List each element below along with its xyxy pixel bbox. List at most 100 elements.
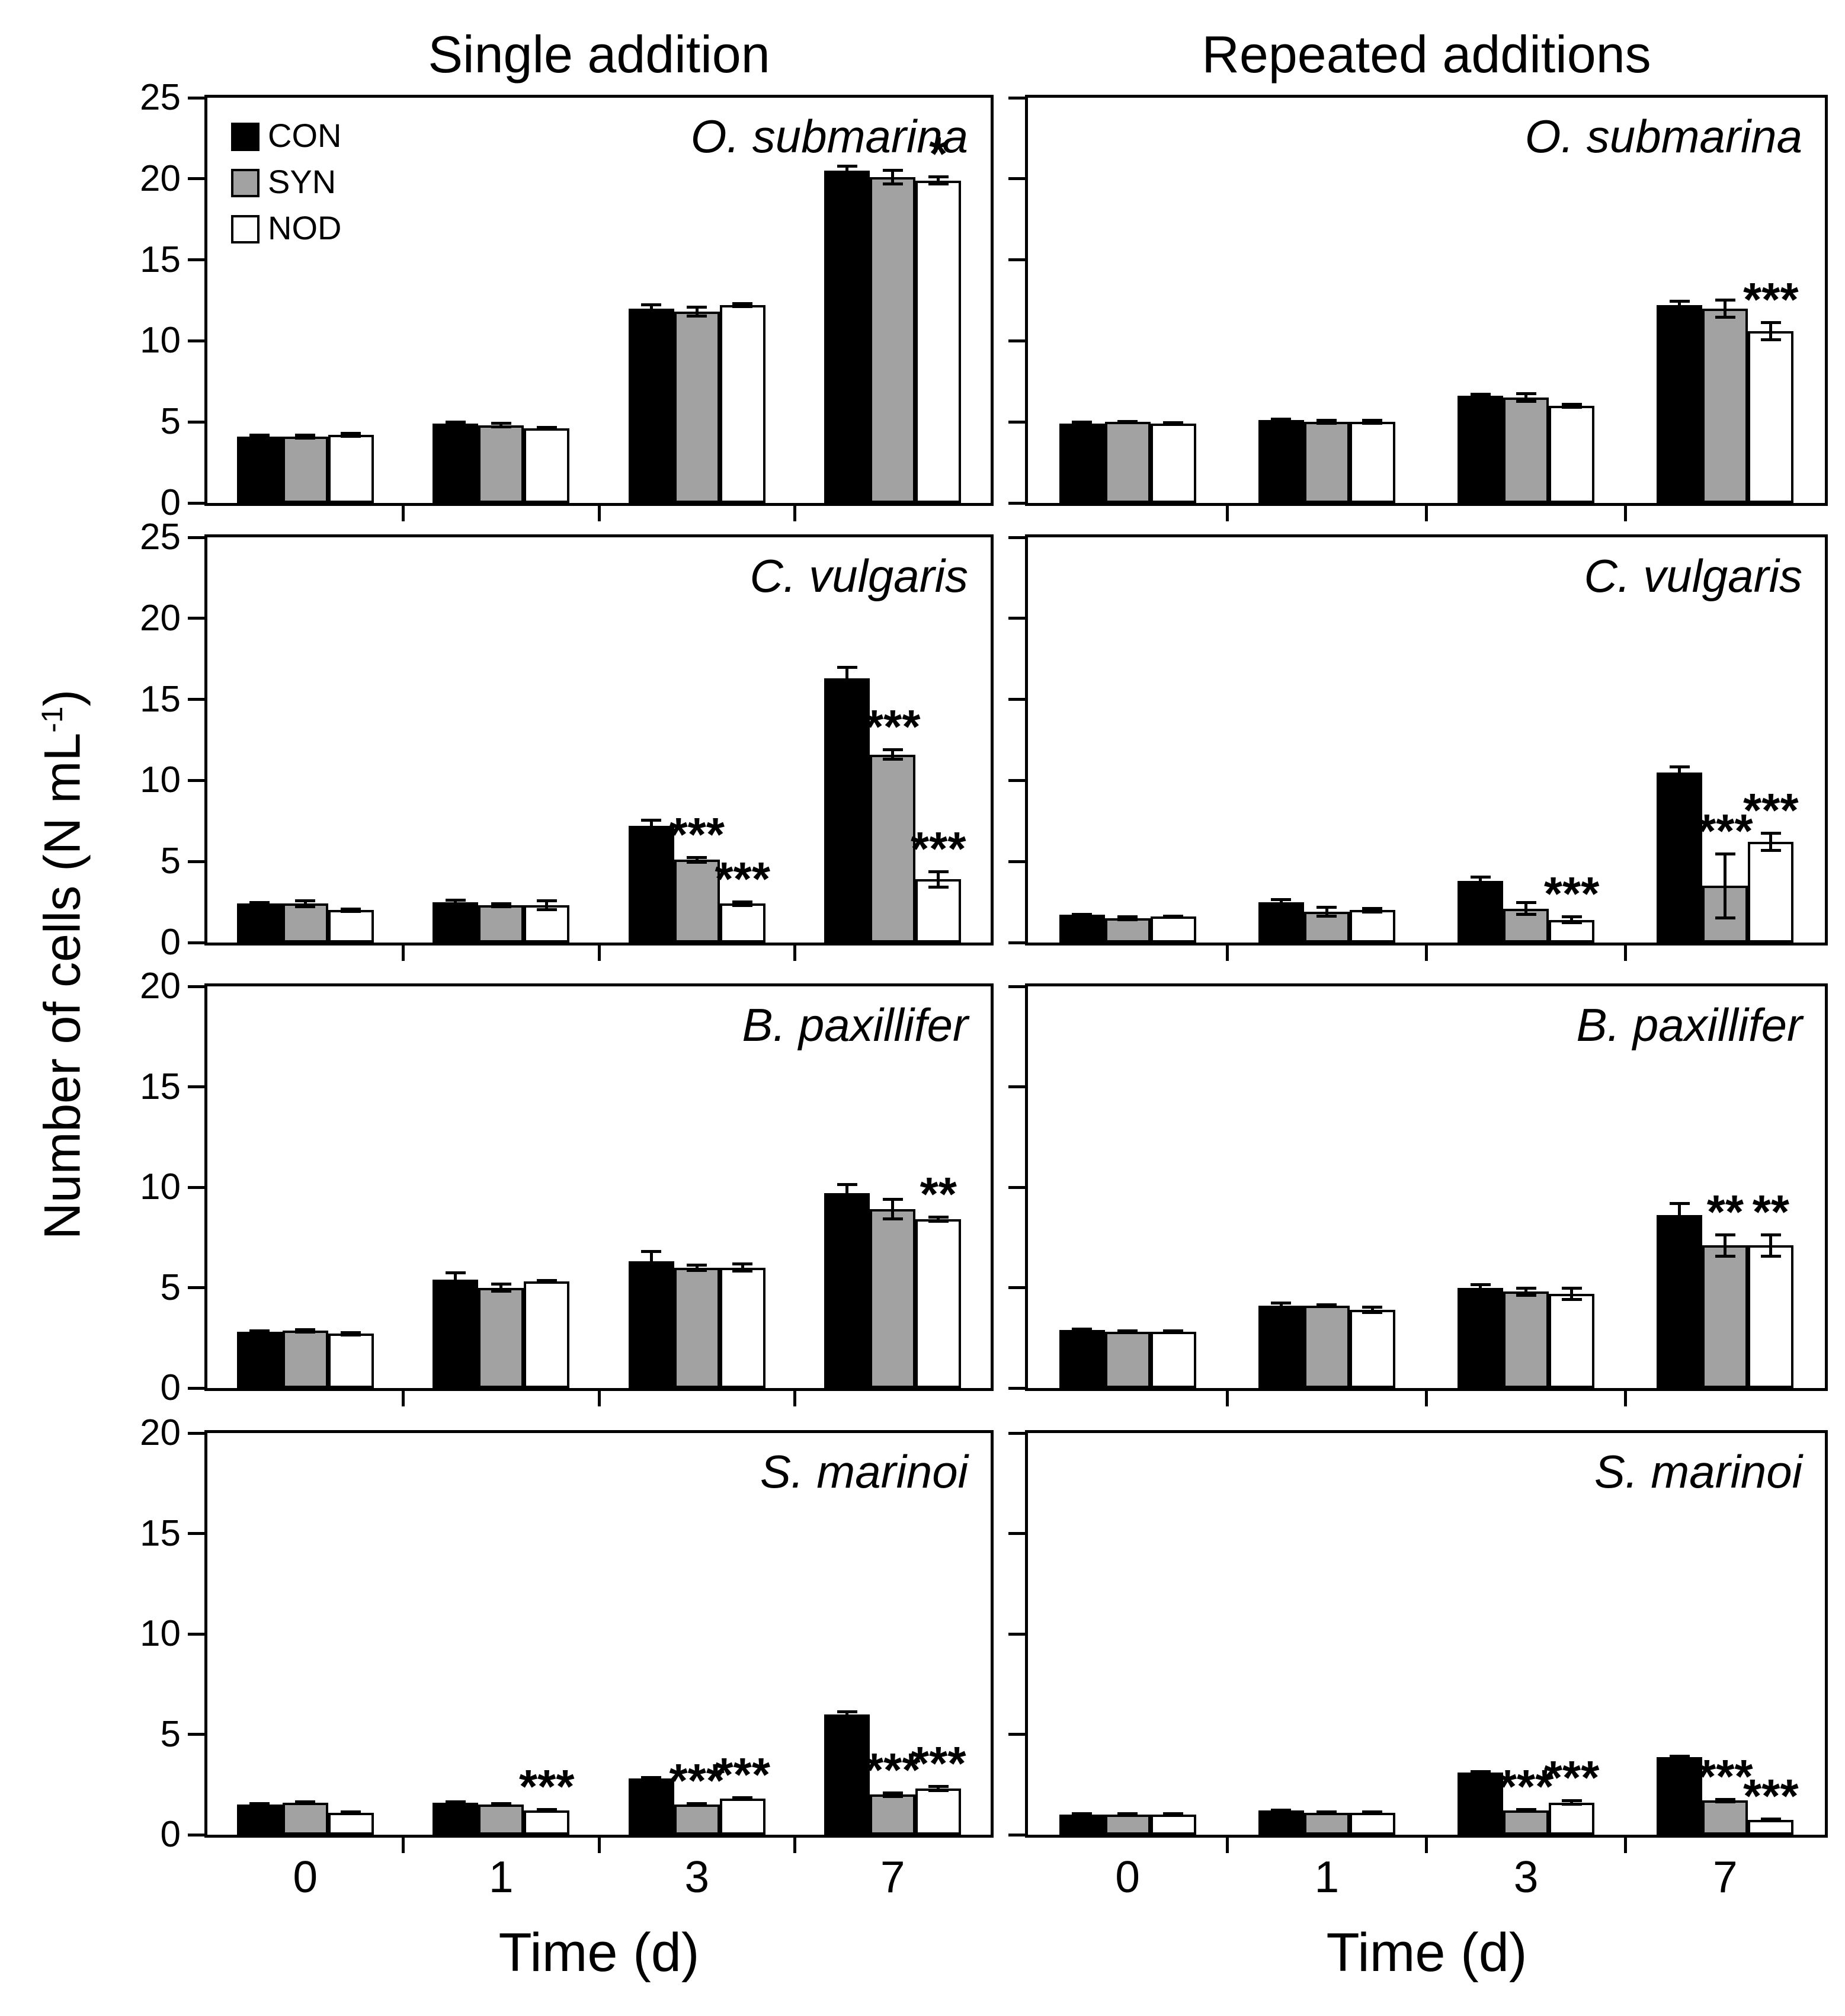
y-axis-tick [1008,177,1025,181]
error-bar-cap [1317,419,1337,422]
error-bar-cap [1561,406,1582,409]
bar-syn-day0 [1104,918,1151,943]
error-bar-cap [445,1802,466,1805]
bar-con-day7 [1657,1757,1703,1835]
error-bar-cap [732,1262,753,1265]
significance-stars: *** [715,852,770,906]
bar-nod-day0 [328,1334,374,1388]
error-bar-cap [1470,1289,1491,1292]
error-bar-cap [1317,1305,1337,1309]
error-bar [303,434,307,439]
error-bar-cap [1561,1799,1582,1803]
y-axis-tick-label: 15 [140,239,181,280]
error-bar [1570,1800,1574,1805]
significance-stars: *** [865,1743,921,1796]
error-bar-cap [1516,1808,1536,1812]
error-bar-cap [1362,1812,1383,1815]
error-bar-cap [1163,1331,1184,1335]
error-bar-cap [1760,849,1781,852]
error-bar-cap [1516,392,1536,396]
y-axis-tick-label: 15 [140,1512,181,1554]
bar-nod-day1 [524,1810,570,1835]
x-tick-label: 0 [293,1852,318,1902]
x-axis-tick [597,1838,601,1853]
error-bar [937,1217,940,1222]
error-bar-cap [491,1802,511,1806]
legend-item-con: CON [231,118,421,153]
bar-nod-day1 [524,905,570,943]
panel-c-vulgaris-repeated: C. vulgaris *** *** *** [1008,534,1828,961]
significance-stars: *** [1697,804,1753,857]
error-bar-cap [536,1808,557,1812]
error-bar-cap [732,305,753,309]
x-axis-tick [1425,945,1428,961]
error-bar-cap [928,1784,949,1788]
error-bar-cap [491,1290,511,1293]
error-bar-cap [536,1281,557,1284]
y-axis-tick [188,501,204,505]
bar-con-day3 [1458,1287,1504,1388]
error-bar-cap [249,1331,270,1335]
significance-stars: *** [1743,1769,1799,1822]
bar-con-day0 [236,903,283,943]
bar-nod-day3 [719,1267,765,1388]
error-bar [1570,1287,1574,1300]
error-bar [695,1264,699,1271]
bar-con-day1 [1258,420,1304,503]
error-bar-cap [1163,915,1184,919]
error-bar-cap [641,1270,662,1273]
y-axis-tick [188,1532,204,1535]
error-bar-cap [1362,1310,1383,1314]
panel-s-marinoi-single: S. marinoi 0 5 10 15 20 *** *** *** *** *** [140,1414,994,1854]
error-bar-cap [445,1271,466,1275]
bar-nod-day3 [1549,405,1595,503]
bar-nod-day0 [328,435,374,503]
error-bar [891,749,895,759]
y-axis-tick-label: 20 [140,1412,181,1453]
error-bar-cap [1317,1303,1337,1306]
x-axis-tick [793,1391,796,1406]
error-bar-cap [341,431,361,435]
y-axis-tick [188,420,204,424]
bar-syn-day7 [870,754,916,943]
error-bar-cap [1470,1771,1491,1775]
error-bar-cap [1163,422,1184,426]
error-bar-cap [1516,400,1536,403]
bar-con-day7 [824,1714,870,1835]
error-bar-cap [1669,1225,1690,1229]
error-bar [891,1199,895,1220]
error-bar-cap [295,905,316,908]
error-bar-cap [1669,1757,1690,1760]
error-bar-cap [1715,1254,1735,1258]
error-bar-cap [249,1804,270,1807]
error-bar-cap [1470,883,1491,886]
error-bar-cap [641,1778,662,1781]
bar-con-day1 [433,423,479,503]
y-axis-tick-label: 5 [160,401,181,443]
bar-syn-day0 [1104,1815,1151,1835]
error-bar [1724,1234,1727,1257]
error-bar [1570,916,1574,924]
legend-swatch-con [231,123,260,151]
error-bar-cap [1117,918,1138,921]
error-bar-cap [928,175,949,178]
bar-con-day3 [1458,396,1504,503]
error-bar-cap [1072,1813,1093,1817]
y-axis-tick [1008,1532,1025,1535]
y-axis-tick [188,1833,204,1836]
bar-con-day0 [1059,1815,1105,1835]
error-bar-cap [536,425,557,429]
x-axis-tick [1225,1838,1229,1853]
y-axis-tick [1008,536,1025,539]
error-bar-cap [1669,765,1690,769]
error-bar-cap [295,899,316,902]
error-bar-cap [249,1329,270,1333]
bar-syn-day1 [478,1805,524,1835]
y-axis-tick-label: 25 [140,77,181,118]
error-bar-cap [1760,1233,1781,1236]
bar-syn-day3 [674,312,720,503]
error-bar [1479,877,1482,885]
panel-title: C. vulgaris [1584,550,1802,602]
error-bar-cap [1271,1301,1292,1305]
y-axis-tick-label: 5 [160,1713,181,1755]
